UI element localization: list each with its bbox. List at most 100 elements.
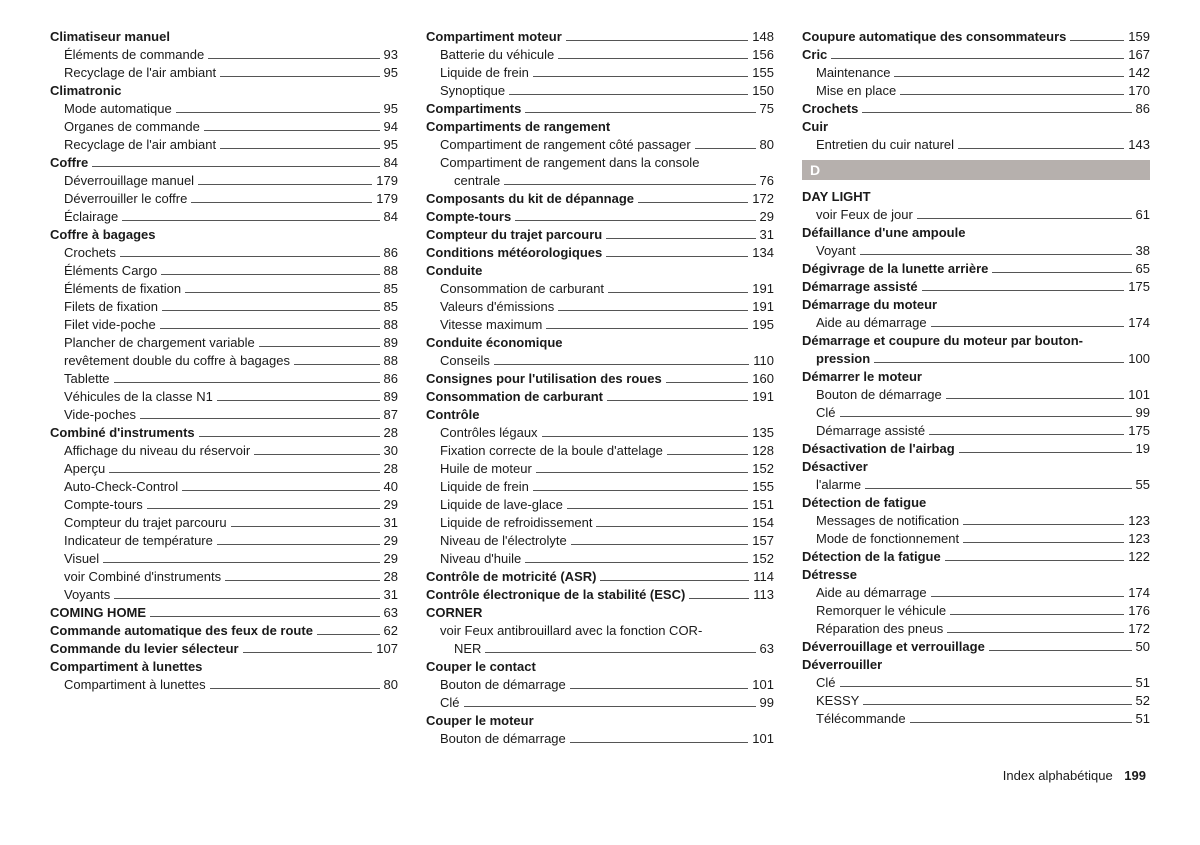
entry-page: 65 (1136, 260, 1150, 278)
entry-label: Aide au démarrage (816, 314, 927, 332)
leader-line (947, 632, 1124, 633)
entry-label: voir Combiné d'instruments (64, 568, 221, 586)
leader-line (638, 202, 748, 203)
index-sub-row: Clé51 (802, 674, 1150, 692)
entry-label: Dégivrage de la lunette arrière (802, 260, 988, 278)
entry-row2: NER63 (440, 640, 774, 658)
index-heading-row: Coupure automatique des consommateurs159 (802, 28, 1150, 46)
entry-label: Aide au démarrage (816, 584, 927, 602)
index-heading-row: Consommation de carburant191 (426, 388, 774, 406)
index-sub-row: Éléments Cargo88 (50, 262, 398, 280)
entry-label: KESSY (816, 692, 859, 710)
index-heading-row: Déverrouillage et verrouillage50 (802, 638, 1150, 656)
index-heading: Détection de fatigue (802, 494, 1150, 512)
leader-line (140, 418, 379, 419)
entry-label: l'alarme (816, 476, 861, 494)
entry-page: 61 (1136, 206, 1150, 224)
entry-page: 88 (384, 316, 398, 334)
entry-label: Fixation correcte de la boule d'attelage (440, 442, 663, 460)
index-heading-row: Conditions météorologiques134 (426, 244, 774, 262)
leader-line (515, 220, 755, 221)
entry-page: 63 (760, 640, 774, 658)
leader-line (860, 254, 1132, 255)
index-sub-row: Liquide de lave-glace151 (426, 496, 774, 514)
leader-line (198, 184, 372, 185)
leader-line (894, 76, 1124, 77)
index-sub-row: Auto-Check-Control40 (50, 478, 398, 496)
leader-line (910, 722, 1132, 723)
index-sub-row: Liquide de frein155 (426, 478, 774, 496)
leader-line (150, 616, 379, 617)
index-sub-row: Compte-tours29 (50, 496, 398, 514)
entry-label: Commande du levier sélecteur (50, 640, 239, 658)
entry-page: 19 (1136, 440, 1150, 458)
entry-page: 155 (752, 478, 774, 496)
leader-line (958, 148, 1124, 149)
entry-label: Voyants (64, 586, 110, 604)
entry-page: 94 (384, 118, 398, 136)
entry-page: 128 (752, 442, 774, 460)
leader-line (607, 400, 748, 401)
leader-line (874, 362, 1124, 363)
entry-label: Mode automatique (64, 100, 172, 118)
leader-line (162, 310, 380, 311)
entry-label: Clé (816, 404, 836, 422)
leader-line (199, 436, 380, 437)
leader-line (103, 562, 379, 563)
index-sub-row: Bouton de démarrage101 (802, 386, 1150, 404)
leader-line (191, 202, 372, 203)
index-heading-row: Consignes pour l'utilisation des roues16… (426, 370, 774, 388)
leader-line (606, 238, 755, 239)
entry-page: 29 (384, 496, 398, 514)
index-sub-row: Mise en place170 (802, 82, 1150, 100)
index-heading: Climatiseur manuel (50, 28, 398, 46)
leader-line (566, 40, 749, 41)
leader-line (243, 652, 373, 653)
index-sub-row: Affichage du niveau du réservoir30 (50, 442, 398, 460)
entry-page: 110 (753, 352, 774, 370)
entry-page: 175 (1128, 278, 1150, 296)
index-heading-row: Démarrage assisté175 (802, 278, 1150, 296)
entry-page: 88 (384, 262, 398, 280)
entry-page: 101 (1128, 386, 1150, 404)
entry-label: Combiné d'instruments (50, 424, 195, 442)
index-heading: Couper le contact (426, 658, 774, 676)
index-sub-row: Conseils110 (426, 352, 774, 370)
index-sub-row: Voyant38 (802, 242, 1150, 260)
entry-label: Synoptique (440, 82, 505, 100)
index-heading: Démarrer le moteur (802, 368, 1150, 386)
entry-label: Voyant (816, 242, 856, 260)
entry-label: Déverrouiller le coffre (64, 190, 187, 208)
entry-page: 160 (752, 370, 774, 388)
entry-label: Messages de notification (816, 512, 959, 530)
leader-line (831, 58, 1124, 59)
entry-label: Compartiment de rangement côté passager (440, 136, 691, 154)
leader-line (992, 272, 1131, 273)
leader-line (546, 328, 748, 329)
entry-label: Visuel (64, 550, 99, 568)
leader-line (1070, 40, 1124, 41)
index-sub-row: Aperçu28 (50, 460, 398, 478)
leader-line (929, 434, 1124, 435)
entry-label: Entretien du cuir naturel (816, 136, 954, 154)
entry-label: Liquide de frein (440, 64, 529, 82)
index-sub-row: voir Feux de jour61 (802, 206, 1150, 224)
entry-page: 101 (752, 676, 774, 694)
entry-label: Véhicules de la classe N1 (64, 388, 213, 406)
index-heading-row: COMING HOME63 (50, 604, 398, 622)
entry-page: 75 (760, 100, 774, 118)
leader-line (667, 454, 748, 455)
entry-page: 86 (1136, 100, 1150, 118)
index-sub-row: Recyclage de l'air ambiant95 (50, 64, 398, 82)
index-sub-row: Niveau de l'électrolyte157 (426, 532, 774, 550)
index-sub-row: Remorquer le véhicule176 (802, 602, 1150, 620)
leader-line (567, 508, 748, 509)
leader-line (176, 112, 380, 113)
leader-line (558, 310, 748, 311)
entry-page: 174 (1128, 584, 1150, 602)
entry-page: 95 (384, 100, 398, 118)
entry-label: Affichage du niveau du réservoir (64, 442, 250, 460)
entry-page: 179 (376, 172, 398, 190)
index-heading-row: Compteur du trajet parcouru31 (426, 226, 774, 244)
entry-label: Démarrage assisté (816, 422, 925, 440)
